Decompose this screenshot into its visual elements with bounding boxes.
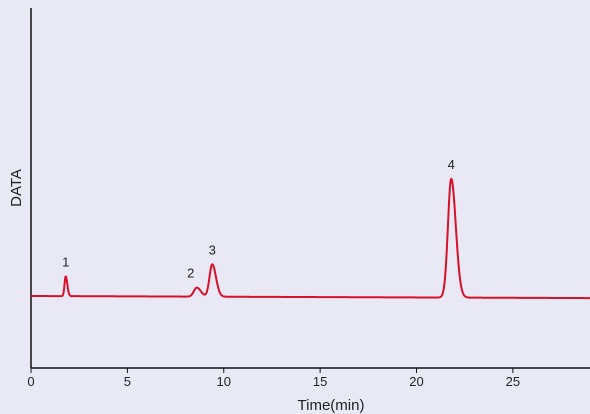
x-tick-label: 15 xyxy=(313,374,327,389)
x-tick-label: 5 xyxy=(124,374,131,389)
peak-label-3: 3 xyxy=(209,242,216,257)
y-axis-title: DATA xyxy=(8,169,25,207)
x-tick-label: 25 xyxy=(506,374,520,389)
peak-labels: 1 23 4 xyxy=(62,157,455,281)
x-tick-label: 10 xyxy=(217,374,231,389)
x-axis: 0 5 10 15 20 25 xyxy=(27,367,590,389)
x-tick-label: 20 xyxy=(409,374,423,389)
peak-label-4: 4 xyxy=(448,157,455,172)
peak-label-2: 2 xyxy=(187,266,194,281)
x-tick-label: 0 xyxy=(27,374,34,389)
x-axis-title: Time(min) xyxy=(298,397,365,414)
chromatogram-trace xyxy=(30,177,590,300)
peak-label-1: 1 xyxy=(62,254,69,269)
